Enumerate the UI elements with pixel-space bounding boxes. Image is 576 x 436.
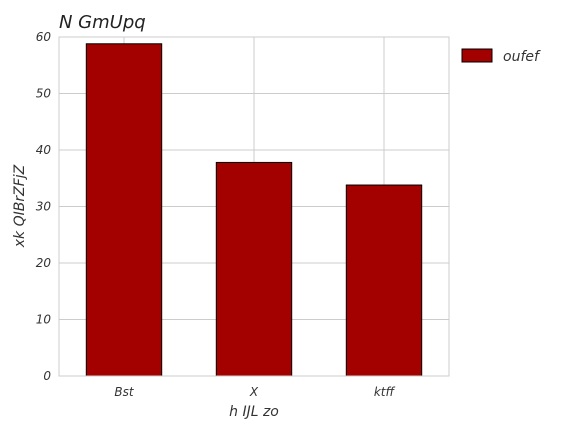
y-tick-label-50: 50 xyxy=(36,87,52,101)
x-tick-label-1: X xyxy=(249,385,259,399)
y-tick-labels: 0 10 20 30 40 50 60 xyxy=(36,30,52,383)
x-tick-label-0: Bst xyxy=(114,385,134,399)
chart-title: N GmUpq xyxy=(59,12,146,33)
y-axis-label: xk QIBrZFjZ xyxy=(12,164,28,248)
legend: oufef xyxy=(461,48,541,65)
bar-oufef-ktff xyxy=(345,184,423,377)
legend-label-oufef: oufef xyxy=(503,49,541,65)
plot-frame xyxy=(58,36,450,377)
bar-oufef-Bst xyxy=(85,43,163,377)
y-tick-label-30: 30 xyxy=(36,200,52,214)
y-tick-label-10: 10 xyxy=(36,313,52,327)
y-tick-label-60: 60 xyxy=(36,30,52,44)
legend-swatch-oufef xyxy=(461,48,493,63)
x-tick-label-2: ktff xyxy=(374,385,396,399)
y-tick-label-0: 0 xyxy=(43,369,51,383)
y-tick-label-40: 40 xyxy=(36,143,52,157)
bar-oufef-X xyxy=(215,161,293,377)
x-axis-label: h IJL zo xyxy=(229,404,279,420)
y-tick-label-20: 20 xyxy=(36,256,52,270)
